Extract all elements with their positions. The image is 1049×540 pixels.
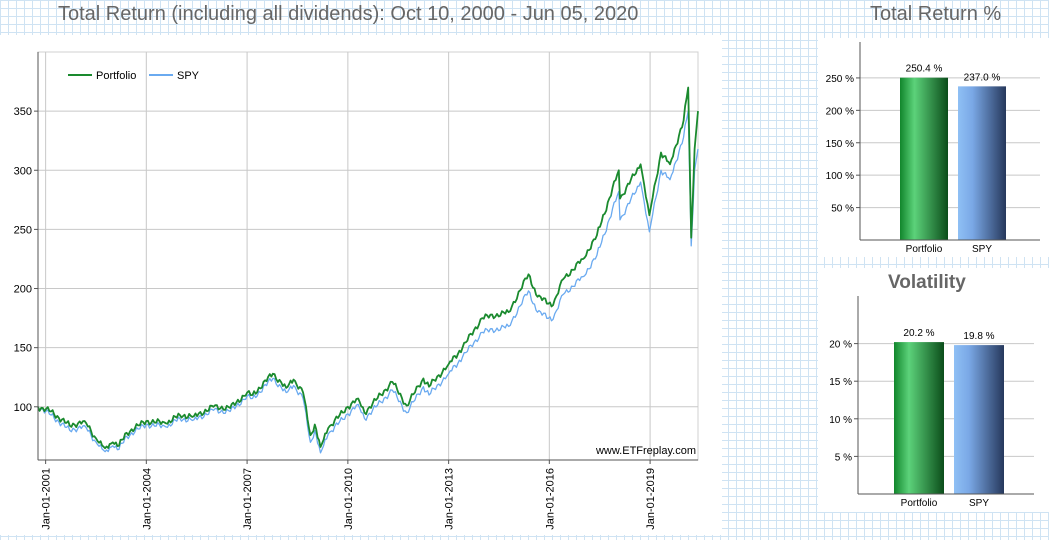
legend-label-portfolio: Portfolio bbox=[96, 70, 136, 82]
bar-portfolio bbox=[900, 77, 948, 240]
series-line-portfolio bbox=[37, 86, 699, 450]
total-return-bar-chart: 50 % 100 % 150 % 200 % 250 % 250.4 % Portfolio… bbox=[826, 42, 1040, 255]
x-tick-label: Jan-01-2013 bbox=[444, 468, 456, 530]
return-chart-panel: 50 % 100 % 150 % 200 % 250 % 250.4 % Portfolio… bbox=[818, 38, 1049, 257]
bar-value-label: 237.0 % bbox=[964, 72, 1001, 83]
main-line-chart: 100 150 200 250 300 350 Jan-01-2001 Jan-01-200… bbox=[14, 51, 699, 530]
watermark: www.ETFreplay.com bbox=[595, 445, 696, 457]
bar-value-label: 20.2 % bbox=[903, 328, 934, 339]
category-label: Portfolio bbox=[906, 244, 943, 255]
x-tick-label: Jan-01-2001 bbox=[41, 468, 53, 530]
y-tick-label: 150 % bbox=[826, 139, 854, 150]
main-chart-title: Total Return (including all dividends): … bbox=[58, 3, 639, 25]
volatility-chart-title: Volatility bbox=[888, 272, 966, 293]
x-tick-label: Jan-01-2016 bbox=[544, 468, 556, 530]
y-tick-label: 10 % bbox=[829, 415, 852, 426]
y-tick-label: 150 bbox=[14, 343, 32, 355]
x-tick-label: Jan-01-2004 bbox=[141, 468, 153, 530]
y-tick-label: 200 % bbox=[826, 106, 854, 117]
plot-frame bbox=[37, 51, 699, 461]
x-tick-label: Jan-01-2010 bbox=[343, 468, 355, 530]
category-label: Portfolio bbox=[901, 498, 938, 509]
x-tick-label: Jan-01-2007 bbox=[242, 468, 254, 530]
volatility-chart-panel: Volatility 5 % 10 % 15 % 20 % 20.2 % Portfoli… bbox=[818, 268, 1049, 512]
category-label: SPY bbox=[969, 498, 989, 509]
bar-value-label: 250.4 % bbox=[906, 64, 943, 75]
y-tick-label: 50 % bbox=[831, 204, 854, 215]
bar-value-label: 19.8 % bbox=[963, 331, 994, 342]
y-tick-label: 15 % bbox=[829, 377, 852, 388]
category-label: SPY bbox=[972, 244, 992, 255]
x-tick-label: Jan-01-2019 bbox=[645, 468, 657, 530]
y-tick-label: 250 bbox=[14, 224, 32, 236]
main-chart-panel: 100 150 200 250 300 350 Jan-01-2001 Jan-01-200… bbox=[0, 35, 722, 535]
y-tick-label: 300 bbox=[14, 165, 32, 177]
bar-spy bbox=[954, 345, 1004, 494]
series-line-spy bbox=[37, 110, 699, 454]
y-tick-label: 250 % bbox=[826, 74, 854, 85]
bar-spy bbox=[958, 86, 1006, 241]
legend-label-spy: SPY bbox=[177, 70, 200, 82]
y-tick-label: 350 bbox=[14, 106, 32, 118]
y-tick-label: 100 % bbox=[826, 171, 854, 182]
y-tick-label: 5 % bbox=[835, 452, 852, 463]
y-tick-label: 20 % bbox=[829, 340, 852, 351]
y-tick-label: 100 bbox=[14, 402, 32, 414]
volatility-bar-chart: 5 % 10 % 15 % 20 % 20.2 % Portfolio 19.8 % SPY bbox=[829, 296, 1034, 509]
y-tick-label: 200 bbox=[14, 284, 32, 296]
bar-portfolio bbox=[894, 342, 944, 494]
return-chart-title: Total Return % bbox=[870, 3, 1002, 25]
